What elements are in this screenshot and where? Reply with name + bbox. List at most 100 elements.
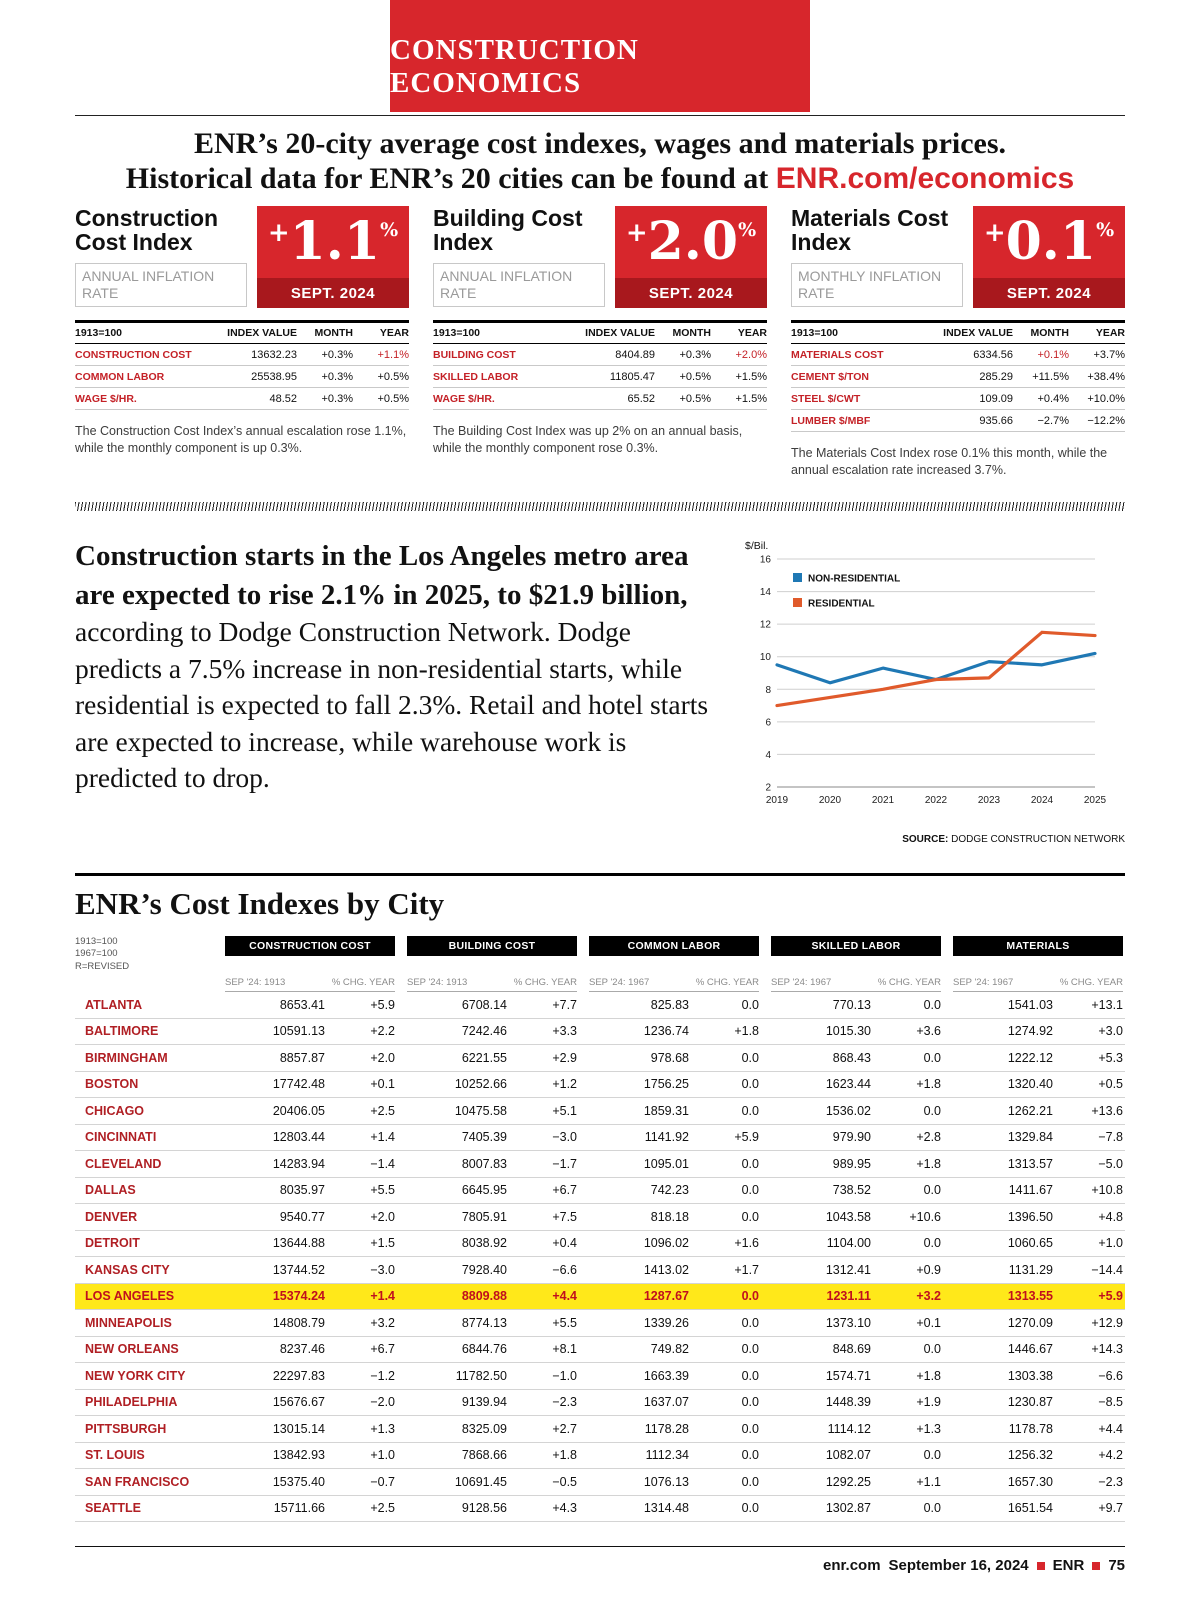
index-group: 8035.97 +5.5 xyxy=(225,1183,395,1197)
headline: ENR’s 20-city average cost indexes, wage… xyxy=(0,126,1200,197)
city-name: KANSAS CITY xyxy=(85,1262,170,1277)
index-group: 1292.25 +1.1 xyxy=(771,1475,941,1489)
index-group: 6708.14 +7.7 xyxy=(407,998,577,1012)
card-note: The Building Cost Index was up 2% on an … xyxy=(433,424,743,455)
sub-col-change: % CHG. YEAR xyxy=(513,977,577,989)
index-group: 8774.13 +5.5 xyxy=(407,1316,577,1330)
month-change: +0.1% xyxy=(1037,348,1070,361)
index-row-label: LUMBER $/MBF xyxy=(791,414,871,427)
index-group: 8237.46 +6.7 xyxy=(225,1342,395,1356)
col-year: YEAR xyxy=(737,327,767,339)
index-row-label: WAGE $/HR. xyxy=(75,392,137,405)
pct-change: −3.0 xyxy=(370,1262,395,1277)
svg-text:2024: 2024 xyxy=(1031,795,1054,806)
city-row: DETROIT 13644.88 +1.5 8038.92 +0.4 1096.02 +1.… xyxy=(75,1231,1125,1258)
index-value: 1230.87 xyxy=(1007,1395,1053,1410)
city-name: MINNEAPOLIS xyxy=(85,1315,172,1330)
pct-change: −2.3 xyxy=(1098,1474,1123,1489)
index-value: 6708.14 xyxy=(461,997,507,1012)
index-value: 1131.29 xyxy=(1008,1262,1053,1277)
rate-value: 2.0 xyxy=(647,211,739,272)
feature-body: according to Dodge Construction Network.… xyxy=(75,616,709,794)
pct-change: 0.0 xyxy=(741,1156,759,1171)
city-name: LOS ANGELES xyxy=(85,1289,175,1304)
index-table-row: CONSTRUCTION COST 13632.23 +0.3% +1.1% xyxy=(75,344,409,366)
pct-change: +0.4 xyxy=(552,1236,577,1251)
pct-change: −0.7 xyxy=(370,1474,395,1489)
index-value: 14283.94 xyxy=(272,1156,325,1171)
index-group: 7868.66 +1.8 xyxy=(407,1448,577,1462)
pct-change: +1.6 xyxy=(734,1236,759,1251)
rate-type-label: ANNUAL INFLATION RATE xyxy=(75,263,247,307)
pct-change: +12.9 xyxy=(1091,1315,1123,1330)
index-group: 8007.83 −1.7 xyxy=(407,1157,577,1171)
index-row-label: SKILLED LABOR xyxy=(433,370,519,383)
year-change: +3.7% xyxy=(1093,348,1126,361)
index-group: 1112.34 0.0 xyxy=(589,1448,759,1462)
city-row: NEW YORK CITY 22297.83 −1.2 11782.50 −1.0 166… xyxy=(75,1363,1125,1390)
city-name: CINCINNATI xyxy=(85,1130,157,1145)
pct-change: 0.0 xyxy=(741,1050,759,1065)
svg-text:2019: 2019 xyxy=(766,795,789,806)
month-change: +11.5% xyxy=(1032,370,1069,383)
index-value: 1095.01 xyxy=(643,1156,689,1171)
index-group: 1320.40 +0.5 xyxy=(953,1077,1123,1091)
index-group: 15676.67 −2.0 xyxy=(225,1395,395,1409)
index-group: 1657.30 −2.3 xyxy=(953,1475,1123,1489)
index-group: 770.13 0.0 xyxy=(771,998,941,1012)
index-group: 1270.09 +12.9 xyxy=(953,1316,1123,1330)
index-row-label: MATERIALS COST xyxy=(791,348,884,361)
index-group: 6221.55 +2.9 xyxy=(407,1051,577,1065)
index-group: 13744.52 −3.0 xyxy=(225,1263,395,1277)
index-value: 1274.92 xyxy=(1007,1024,1053,1039)
pct-change: −1.2 xyxy=(370,1368,395,1383)
city-row: CHICAGO 20406.05 +2.5 10475.58 +5.1 1859.31 0.… xyxy=(75,1098,1125,1125)
index-table-body: CONSTRUCTION COST 13632.23 +0.3% +1.1% COMMO… xyxy=(75,344,409,410)
index-row-label: CEMENT $/TON xyxy=(791,370,869,383)
index-value: 10475.58 xyxy=(454,1103,507,1118)
index-value: 7928.40 xyxy=(461,1262,507,1277)
city-section-title: ENR’s Cost Indexes by City xyxy=(75,886,445,921)
index-group: 8038.92 +0.4 xyxy=(407,1236,577,1250)
footer-page-number: 75 xyxy=(1108,1557,1125,1574)
index-value: 848.69 xyxy=(832,1342,871,1357)
index-value: 10691.45 xyxy=(454,1474,507,1489)
group-header-common-labor: COMMON LABOR xyxy=(589,936,759,956)
index-group: 11782.50 −1.0 xyxy=(407,1369,577,1383)
economics-link[interactable]: ENR.com/economics xyxy=(775,162,1075,196)
index-group: 1313.57 −5.0 xyxy=(953,1157,1123,1171)
hatched-divider xyxy=(75,502,1125,511)
section-rule xyxy=(75,873,1125,876)
sub-col-change: % CHG. YEAR xyxy=(877,977,941,989)
pct-change: +6.7 xyxy=(370,1342,395,1357)
pct-change: +1.1 xyxy=(916,1474,941,1489)
index-group: 13842.93 +1.0 xyxy=(225,1448,395,1462)
pct-change: +4.8 xyxy=(1098,1209,1123,1224)
rate-box: +2.0% SEPT. 2024 xyxy=(615,206,767,308)
index-value: 12803.44 xyxy=(272,1130,325,1145)
pct-change: +10.6 xyxy=(909,1209,941,1224)
year-change: +0.5% xyxy=(377,392,410,405)
pct-change: 0.0 xyxy=(923,1236,941,1251)
index-value: 48.52 xyxy=(269,392,297,405)
month-change: +0.3% xyxy=(321,392,354,405)
svg-text:2020: 2020 xyxy=(819,795,842,806)
index-value: 8809.88 xyxy=(461,1289,507,1304)
index-group: 1060.65 +1.0 xyxy=(953,1236,1123,1250)
sub-header-group: SEP '24: 1967 % CHG. YEAR xyxy=(953,973,1123,993)
pct-change: 0.0 xyxy=(741,1395,759,1410)
index-group: 1131.29 −14.4 xyxy=(953,1263,1123,1277)
index-table: 1913=100 INDEX VALUE MONTH YEAR CONSTRUC… xyxy=(75,320,409,410)
rate-date: SEPT. 2024 xyxy=(615,278,767,308)
index-group: 1287.67 0.0 xyxy=(589,1289,759,1303)
building-cost-index-card: Building Cost Index ANNUAL INFLATION RAT… xyxy=(433,206,767,478)
pct-change: 0.0 xyxy=(923,1448,941,1463)
footer-site[interactable]: enr.com xyxy=(823,1557,881,1574)
index-group: 742.23 0.0 xyxy=(589,1183,759,1197)
index-value: 1231.11 xyxy=(826,1289,872,1304)
city-name: BALTIMORE xyxy=(85,1024,159,1039)
index-table-row: STEEL $/CWT 109.09 +0.4% +10.0% xyxy=(791,388,1125,410)
pct-change: 0.0 xyxy=(741,1103,759,1118)
city-row: MINNEAPOLIS 14808.79 +3.2 8774.13 +5.5 1339.2… xyxy=(75,1310,1125,1337)
index-group: 7405.39 −3.0 xyxy=(407,1130,577,1144)
